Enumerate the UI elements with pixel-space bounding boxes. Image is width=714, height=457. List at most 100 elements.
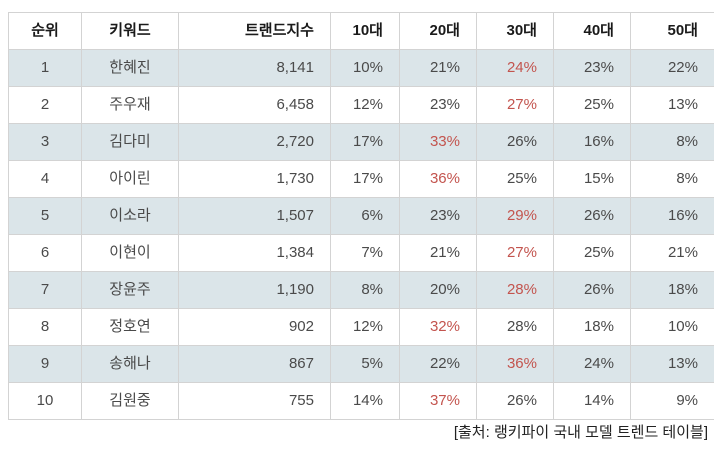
cell-age: 22% bbox=[399, 345, 477, 383]
cell-trend-index: 755 bbox=[178, 382, 331, 420]
cell-keyword: 아이린 bbox=[81, 160, 179, 198]
cell-age: 23% bbox=[553, 49, 631, 87]
cell-age: 37% bbox=[399, 382, 477, 420]
cell-trend-index: 902 bbox=[178, 308, 331, 346]
cell-age: 21% bbox=[399, 234, 477, 272]
cell-age: 17% bbox=[330, 123, 400, 161]
cell-age: 14% bbox=[330, 382, 400, 420]
cell-trend-index: 1,730 bbox=[178, 160, 331, 198]
header-age-20s: 20대 bbox=[399, 12, 477, 50]
cell-age: 27% bbox=[476, 86, 554, 124]
cell-keyword: 이소라 bbox=[81, 197, 179, 235]
header-age-10s: 10대 bbox=[330, 12, 400, 50]
cell-age: 25% bbox=[553, 234, 631, 272]
cell-rank: 7 bbox=[8, 271, 82, 309]
cell-age: 16% bbox=[553, 123, 631, 161]
cell-trend-index: 2,720 bbox=[178, 123, 331, 161]
cell-age: 8% bbox=[330, 271, 400, 309]
table-row: 3 김다미 2,720 17% 33% 26% 16% 8% bbox=[8, 123, 714, 161]
header-age-50s: 50대 bbox=[630, 12, 714, 50]
cell-age: 18% bbox=[630, 271, 714, 309]
cell-age: 21% bbox=[399, 49, 477, 87]
cell-age: 23% bbox=[399, 86, 477, 124]
cell-age: 26% bbox=[553, 271, 631, 309]
cell-age: 8% bbox=[630, 123, 714, 161]
cell-age: 26% bbox=[476, 123, 554, 161]
cell-age: 7% bbox=[330, 234, 400, 272]
cell-rank: 3 bbox=[8, 123, 82, 161]
cell-age: 14% bbox=[553, 382, 631, 420]
cell-rank: 10 bbox=[8, 382, 82, 420]
cell-keyword: 정호연 bbox=[81, 308, 179, 346]
cell-keyword: 주우재 bbox=[81, 86, 179, 124]
table-row: 5 이소라 1,507 6% 23% 29% 26% 16% bbox=[8, 197, 714, 235]
cell-age: 5% bbox=[330, 345, 400, 383]
table-row: 8 정호연 902 12% 32% 28% 18% 10% bbox=[8, 308, 714, 346]
cell-age: 12% bbox=[330, 308, 400, 346]
cell-rank: 9 bbox=[8, 345, 82, 383]
cell-trend-index: 6,458 bbox=[178, 86, 331, 124]
cell-age: 21% bbox=[630, 234, 714, 272]
cell-trend-index: 8,141 bbox=[178, 49, 331, 87]
cell-age: 20% bbox=[399, 271, 477, 309]
cell-age: 26% bbox=[476, 382, 554, 420]
cell-rank: 2 bbox=[8, 86, 82, 124]
cell-age: 13% bbox=[630, 86, 714, 124]
cell-age: 36% bbox=[476, 345, 554, 383]
header-age-30s: 30대 bbox=[476, 12, 554, 50]
cell-keyword: 한혜진 bbox=[81, 49, 179, 87]
trend-table-container: 순위 키워드 트랜드지수 10대 20대 30대 40대 50대 1 한혜진 8,1… bbox=[8, 12, 714, 420]
table-row: 9 송해나 867 5% 22% 36% 24% 13% bbox=[8, 345, 714, 383]
cell-rank: 6 bbox=[8, 234, 82, 272]
table-row: 6 이현이 1,384 7% 21% 27% 25% 21% bbox=[8, 234, 714, 272]
cell-age: 28% bbox=[476, 271, 554, 309]
cell-age: 6% bbox=[330, 197, 400, 235]
cell-age: 13% bbox=[630, 345, 714, 383]
cell-age: 12% bbox=[330, 86, 400, 124]
table-row: 2 주우재 6,458 12% 23% 27% 25% 13% bbox=[8, 86, 714, 124]
cell-age: 29% bbox=[476, 197, 554, 235]
cell-rank: 4 bbox=[8, 160, 82, 198]
cell-age: 36% bbox=[399, 160, 477, 198]
cell-keyword: 김원중 bbox=[81, 382, 179, 420]
cell-trend-index: 867 bbox=[178, 345, 331, 383]
cell-keyword: 송해나 bbox=[81, 345, 179, 383]
cell-age: 17% bbox=[330, 160, 400, 198]
cell-rank: 1 bbox=[8, 49, 82, 87]
cell-trend-index: 1,507 bbox=[178, 197, 331, 235]
cell-age: 26% bbox=[553, 197, 631, 235]
table-row: 10 김원중 755 14% 37% 26% 14% 9% bbox=[8, 382, 714, 420]
cell-age: 10% bbox=[630, 308, 714, 346]
cell-age: 33% bbox=[399, 123, 477, 161]
cell-age: 24% bbox=[553, 345, 631, 383]
cell-age: 28% bbox=[476, 308, 554, 346]
header-trend-index: 트랜드지수 bbox=[178, 12, 331, 50]
cell-rank: 8 bbox=[8, 308, 82, 346]
cell-trend-index: 1,190 bbox=[178, 271, 331, 309]
cell-age: 24% bbox=[476, 49, 554, 87]
cell-age: 18% bbox=[553, 308, 631, 346]
cell-age: 25% bbox=[476, 160, 554, 198]
header-rank: 순위 bbox=[8, 12, 82, 50]
table-row: 1 한혜진 8,141 10% 21% 24% 23% 22% bbox=[8, 49, 714, 87]
cell-age: 16% bbox=[630, 197, 714, 235]
trend-table: 순위 키워드 트랜드지수 10대 20대 30대 40대 50대 1 한혜진 8,1… bbox=[8, 12, 714, 420]
cell-rank: 5 bbox=[8, 197, 82, 235]
cell-age: 27% bbox=[476, 234, 554, 272]
cell-age: 8% bbox=[630, 160, 714, 198]
cell-trend-index: 1,384 bbox=[178, 234, 331, 272]
table-row: 4 아이린 1,730 17% 36% 25% 15% 8% bbox=[8, 160, 714, 198]
table-body: 1 한혜진 8,141 10% 21% 24% 23% 22% 2 주우재 6,458 12% 23% 2… bbox=[8, 49, 714, 420]
cell-keyword: 김다미 bbox=[81, 123, 179, 161]
table-header-row: 순위 키워드 트랜드지수 10대 20대 30대 40대 50대 bbox=[8, 12, 714, 50]
table-row: 7 장윤주 1,190 8% 20% 28% 26% 18% bbox=[8, 271, 714, 309]
header-keyword: 키워드 bbox=[81, 12, 179, 50]
cell-keyword: 장윤주 bbox=[81, 271, 179, 309]
header-age-40s: 40대 bbox=[553, 12, 631, 50]
cell-age: 22% bbox=[630, 49, 714, 87]
cell-age: 23% bbox=[399, 197, 477, 235]
source-caption: [출처: 랭키파이 국내 모델 트렌드 테이블] bbox=[453, 424, 708, 441]
cell-age: 15% bbox=[553, 160, 631, 198]
cell-keyword: 이현이 bbox=[81, 234, 179, 272]
cell-age: 25% bbox=[553, 86, 631, 124]
